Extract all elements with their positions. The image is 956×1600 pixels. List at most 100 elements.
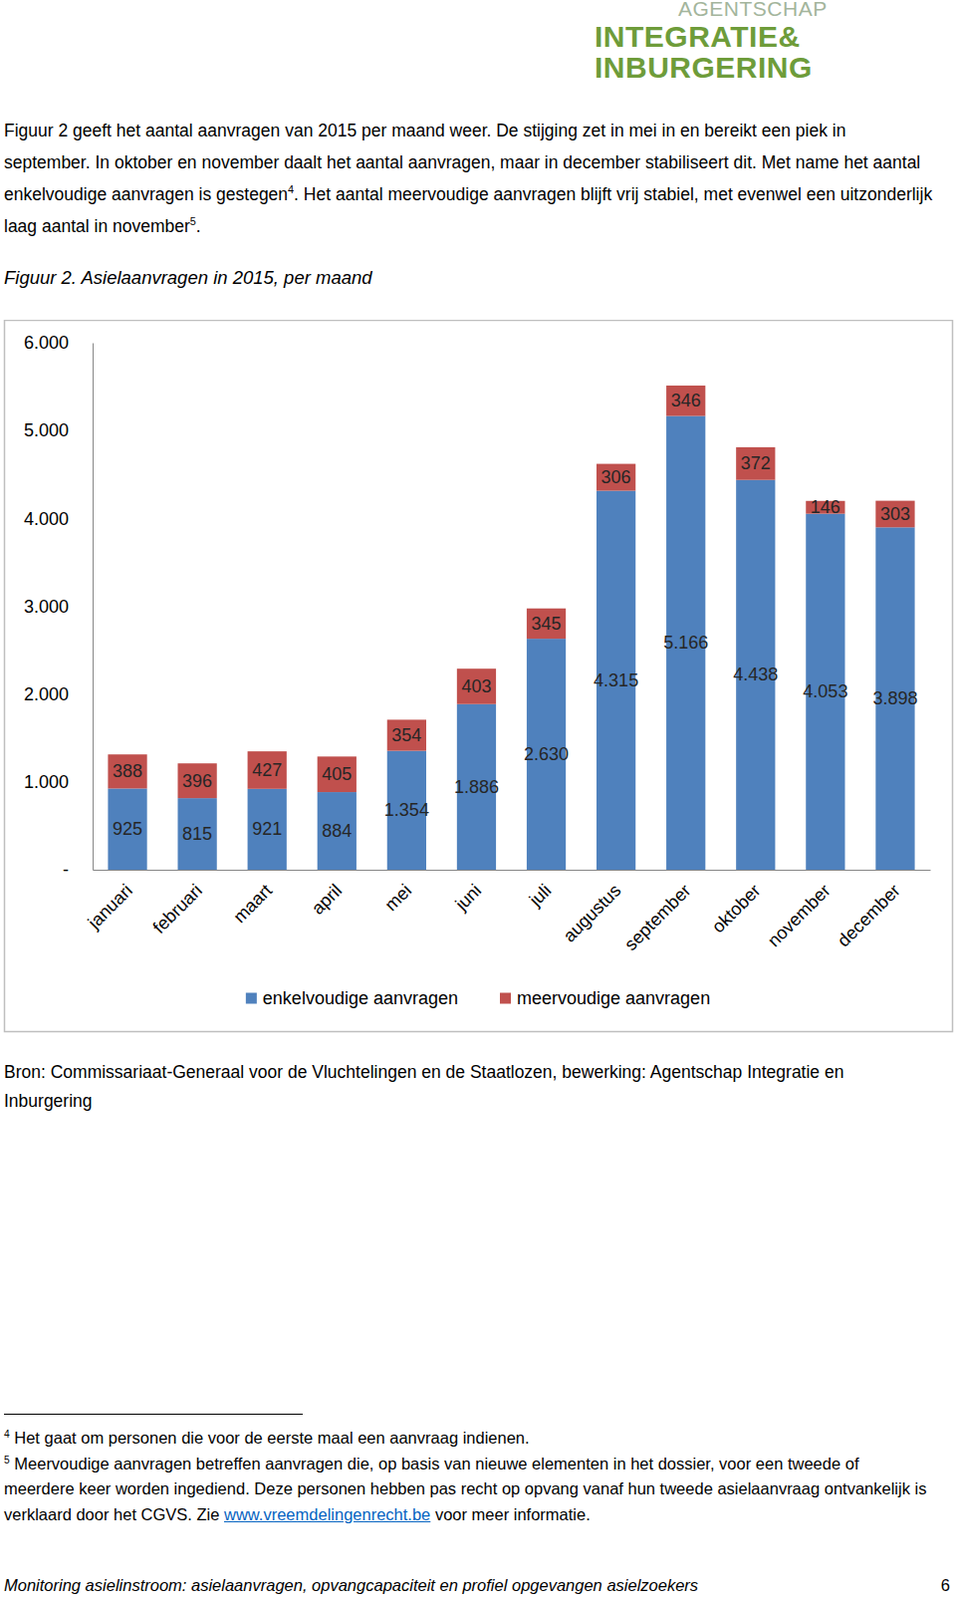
y-tick: 2.000 <box>23 684 93 705</box>
x-tick: april <box>307 880 346 919</box>
footnote-ref: 5 <box>190 215 197 228</box>
data-label: 4.315 <box>593 670 639 691</box>
y-tick-label: 1.000 <box>23 771 69 792</box>
bar-segment <box>107 787 147 870</box>
data-label: 388 <box>112 760 143 781</box>
data-label: 4.053 <box>802 681 848 702</box>
y-tick-label: 2.000 <box>23 684 69 705</box>
bar-segment <box>875 500 915 528</box>
x-tick-label: juli <box>524 880 555 911</box>
data-labels: 9258159218841.3541.8862.6304.3155.1664.4… <box>112 390 918 844</box>
data-label: 1.886 <box>454 776 499 797</box>
y-tick: 5.000 <box>23 420 93 441</box>
x-tick-label: maart <box>229 880 276 928</box>
bar-segment <box>317 791 357 870</box>
data-label: 427 <box>251 759 282 780</box>
y-tick-label: 6.000 <box>23 332 69 353</box>
bar-segment <box>735 447 775 480</box>
chart-frame <box>4 320 954 1032</box>
x-tick-label: mei <box>381 880 417 916</box>
x-tick: augustus <box>559 880 626 947</box>
data-label: 405 <box>321 763 352 784</box>
footer-text: Monitoring asielinstroom: asielaanvragen… <box>3 1575 699 1595</box>
legend-item: enkelvoudige aanvragen <box>245 987 459 1008</box>
bar-segment <box>666 385 706 417</box>
data-label: 372 <box>740 453 771 474</box>
legend-item: meervoudige aanvragen <box>499 987 711 1008</box>
x-tick-label: april <box>307 880 346 919</box>
data-label: 146 <box>810 496 841 517</box>
x-tick: oktober <box>708 880 765 938</box>
x-tick-label: augustus <box>559 880 626 947</box>
x-tick-label: november <box>763 880 835 952</box>
data-label: 815 <box>182 823 213 844</box>
bar-segment <box>526 608 566 639</box>
page-number: 6 <box>916 1575 951 1595</box>
data-label: 396 <box>182 770 213 791</box>
chart: - 1.000 2.000 3.000 4.000 5.000 6.000 januarife… <box>0 319 956 1033</box>
data-label: 354 <box>391 724 422 745</box>
y-tick-label: 4.000 <box>23 508 69 529</box>
x-tick: december <box>833 880 905 952</box>
y-tick-label: 5.000 <box>23 420 69 441</box>
footnote: 5 Meervoudige aanvragen betreffen aanvra… <box>3 1450 931 1528</box>
x-axis: januarifebruari maart april meijuni juliaugu… <box>83 870 932 955</box>
bar-segment <box>457 668 496 705</box>
bar-segment <box>596 464 636 491</box>
legend-label: meervoudige aanvragen <box>516 987 711 1008</box>
data-label: 303 <box>880 503 911 524</box>
data-label: 884 <box>321 820 352 841</box>
footnotes: 4 Het gaat om personen die voor de eerst… <box>3 1425 931 1527</box>
data-label: 5.166 <box>663 632 709 653</box>
footnote-link[interactable]: www.vreemdelingenrecht.be <box>224 1504 431 1523</box>
footnote-number: 4 <box>3 1428 10 1439</box>
x-tick-label: september <box>620 880 695 955</box>
y-tick-label: - <box>62 859 69 880</box>
bar-segment <box>178 797 218 870</box>
x-tick: september <box>620 880 695 955</box>
x-tick-label: januari <box>83 880 137 934</box>
x-tick: juni <box>451 880 486 916</box>
bar-segment <box>247 750 287 789</box>
data-label: 921 <box>251 818 282 839</box>
y-tick: - <box>62 859 93 880</box>
y-tick: 1.000 <box>23 771 93 792</box>
source: Bron: Commissariaat-Generaal voor de Vlu… <box>3 1057 926 1116</box>
y-tick: 4.000 <box>23 508 93 529</box>
footnote-ref: 4 <box>287 183 294 196</box>
bar-segment <box>178 762 218 798</box>
bar-segment <box>247 788 287 870</box>
x-tick-label: december <box>833 880 905 952</box>
legend: enkelvoudige aanvragen meervoudige aanvra… <box>245 987 711 1008</box>
footnote-text: voor meer informatie. <box>430 1504 590 1523</box>
bars <box>107 385 915 870</box>
intro-paragraph: Figuur 2 geeft het aantal aanvragen van … <box>3 114 936 242</box>
space <box>9 1453 15 1472</box>
logo-text: AGENTSCHAP <box>678 0 828 21</box>
data-label: 403 <box>461 676 491 697</box>
x-tick: juli <box>524 880 555 911</box>
axis-line <box>92 343 94 871</box>
x-tick-label: juni <box>451 880 486 916</box>
x-tick: februari <box>149 880 207 938</box>
y-tick: 6.000 <box>23 332 93 353</box>
bar-segment <box>107 753 147 788</box>
x-tick: mei <box>381 880 417 916</box>
data-label: 346 <box>671 390 702 411</box>
data-label: 2.630 <box>523 743 569 764</box>
data-label: 1.354 <box>384 799 430 820</box>
footnote-rule <box>3 1413 303 1415</box>
legend-label: enkelvoudige aanvragen <box>262 987 459 1008</box>
data-label: 345 <box>531 613 562 634</box>
x-tick-label: februari <box>149 880 207 938</box>
x-tick: januari <box>83 880 137 934</box>
logo-text: INTEGRATIE& <box>594 19 801 55</box>
data-label: 3.898 <box>872 688 918 709</box>
data-label: 4.438 <box>732 664 778 685</box>
x-tick: maart <box>229 880 276 928</box>
footnote: 4 Het gaat om personen die voor de eerst… <box>3 1425 931 1451</box>
intro-text: . <box>196 216 202 237</box>
y-tick-label: 3.000 <box>23 596 69 617</box>
axis-line <box>93 869 932 871</box>
footnote-text: Het gaat om personen die voor de eerste … <box>13 1428 529 1446</box>
